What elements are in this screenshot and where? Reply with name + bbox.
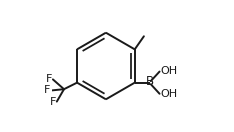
Text: OH: OH (160, 89, 177, 99)
Text: B: B (146, 76, 154, 88)
Text: OH: OH (160, 66, 177, 76)
Text: F: F (45, 74, 52, 84)
Text: F: F (44, 86, 50, 95)
Text: F: F (50, 97, 56, 107)
